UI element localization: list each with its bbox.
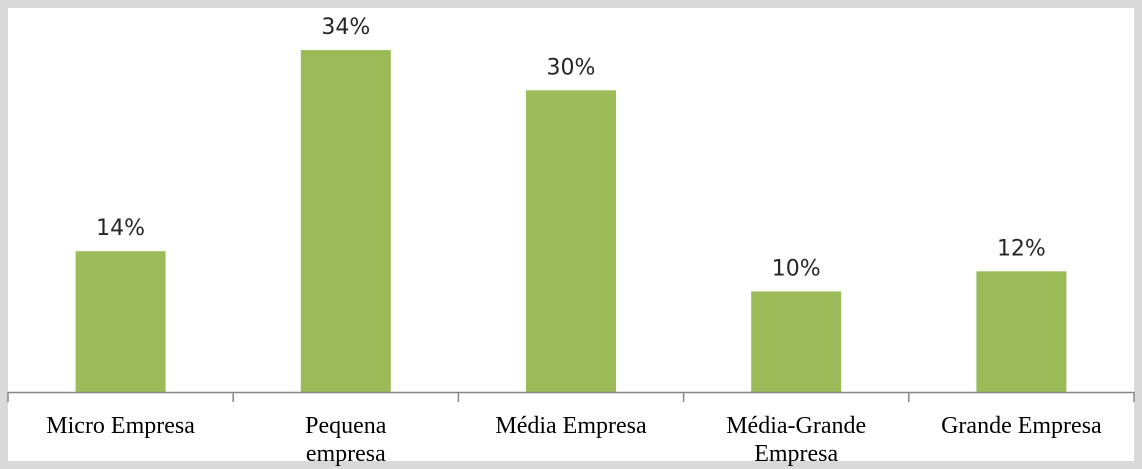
data-label-2: 30% (547, 55, 596, 80)
bars-layer (75, 50, 1067, 393)
data-label-4: 12% (997, 236, 1046, 261)
bar-1 (300, 50, 391, 392)
category-label-2-line-0: Média Empresa (495, 413, 647, 439)
category-label-0-line-0: Micro Empresa (46, 413, 195, 439)
category-label-4-line-0: Grande Empresa (941, 413, 1102, 439)
category-label-3-line-0: Média-Grande (726, 413, 866, 439)
bar-3 (751, 291, 842, 392)
data-labels-layer: 14% 34% 30% 10% 12% (96, 15, 1046, 281)
category-label-1-line-0: Pequena (305, 413, 387, 439)
bar-0 (75, 251, 166, 392)
bar-4 (976, 271, 1067, 392)
x-axis (7, 391, 1135, 402)
data-label-1: 34% (321, 15, 370, 40)
bar-2 (526, 90, 616, 393)
category-label-1-line-1: empresa (306, 441, 386, 467)
category-label-3-line-1: Empresa (754, 441, 838, 467)
data-label-3: 10% (772, 256, 821, 281)
data-label-0: 14% (96, 216, 145, 241)
